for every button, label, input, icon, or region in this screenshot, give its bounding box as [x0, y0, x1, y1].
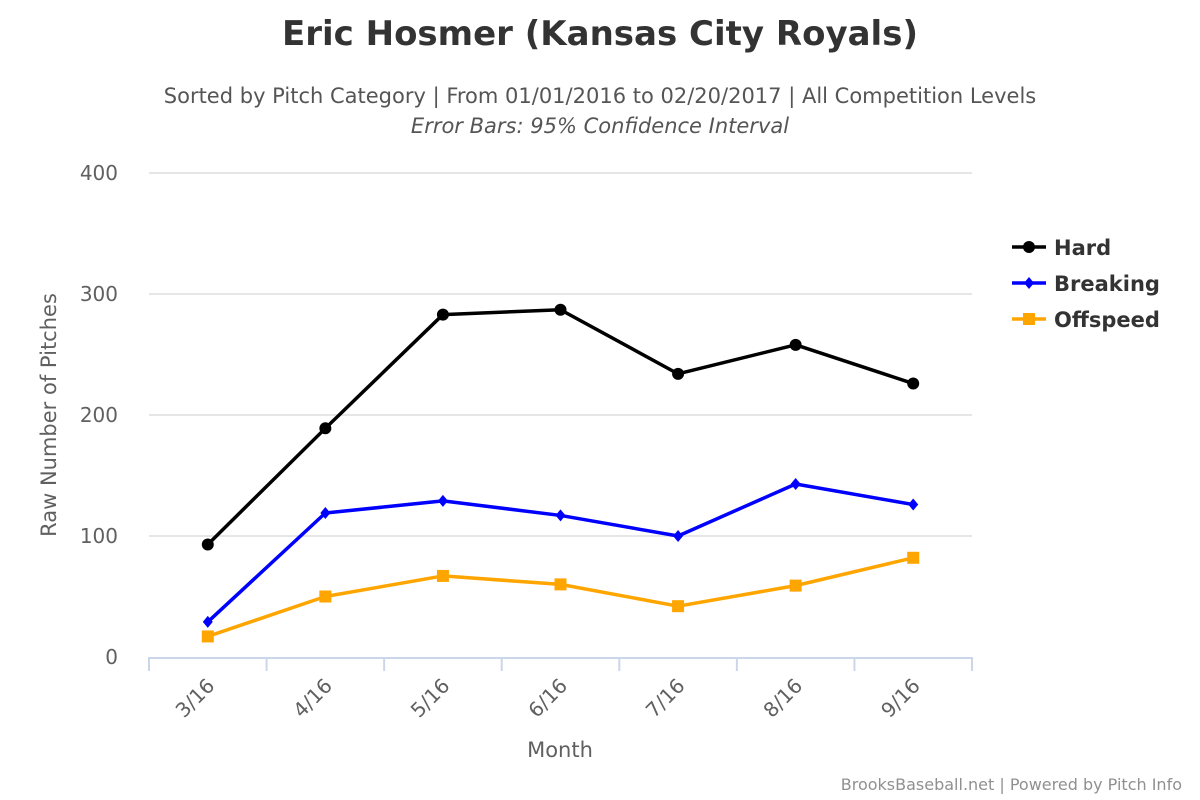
legend-marker-diamond-icon — [1024, 277, 1034, 289]
credits[interactable]: BrooksBaseball.net | Powered by Pitch In… — [840, 775, 1182, 794]
x-tick-label: 9/16 — [876, 674, 925, 723]
breaking-point — [437, 494, 448, 507]
legend-item-offspeed[interactable]: Offspeed — [1012, 308, 1160, 332]
grid-lines — [149, 172, 972, 537]
legend-item-breaking[interactable]: Breaking — [1012, 272, 1160, 296]
legend-label: Hard — [1054, 236, 1111, 260]
offspeed-point — [907, 551, 920, 564]
offspeed-point — [319, 590, 332, 603]
breaking-point — [555, 509, 566, 522]
x-tick-label: 7/16 — [641, 674, 690, 723]
y-tick-label: 200 — [80, 403, 118, 427]
x-tick-label: 6/16 — [523, 674, 572, 723]
x-tick-label: 8/16 — [758, 674, 807, 723]
breaking-point — [673, 530, 684, 542]
legend-marker-circle-icon — [1023, 241, 1035, 253]
breaking-point — [908, 498, 919, 511]
hard-point — [672, 367, 685, 380]
offspeed-point — [789, 579, 802, 592]
breaking-point — [320, 507, 331, 520]
y-axis-title: Raw Number of Pitches — [37, 293, 61, 537]
x-axis: 3/16 4/16 5/16 6/16 7/16 8/16 9/16 — [148, 657, 973, 723]
hard-point — [319, 422, 332, 435]
breaking-point — [790, 477, 801, 490]
y-axis-ticks: 0 100 200 300 400 — [80, 161, 118, 669]
series-offspeed — [201, 551, 920, 643]
series-hard — [201, 303, 920, 551]
legend-label: Offspeed — [1054, 308, 1160, 332]
y-tick-label: 0 — [105, 645, 118, 669]
hard-line — [206, 307, 914, 546]
x-tick-label: 5/16 — [406, 674, 455, 723]
offspeed-line — [207, 556, 914, 639]
breaking-point — [202, 615, 213, 628]
series-group — [201, 303, 920, 643]
offspeed-point — [436, 569, 449, 582]
chart-subtitle: Sorted by Pitch Category | From 01/01/20… — [163, 84, 1037, 108]
y-tick-label: 100 — [80, 524, 118, 548]
x-tick-label: 4/16 — [288, 674, 337, 723]
series-breaking — [202, 477, 919, 628]
legend-marker-square-icon — [1023, 313, 1035, 325]
y-tick-label: 300 — [80, 282, 118, 306]
legend: Hard Breaking Offspeed — [1012, 236, 1160, 332]
hard-point — [201, 538, 214, 551]
hard-point — [907, 377, 920, 390]
offspeed-point — [554, 578, 567, 591]
y-tick-label: 400 — [80, 161, 118, 185]
chart-title: Eric Hosmer (Kansas City Royals) — [281, 14, 918, 54]
hard-point — [436, 308, 449, 321]
chart-subtitle-error-bars: Error Bars: 95% Confidence Interval — [410, 114, 790, 138]
x-tick-label: 3/16 — [171, 674, 220, 723]
hard-point — [554, 303, 567, 316]
legend-label: Breaking — [1054, 272, 1160, 296]
x-axis-title: Month — [527, 738, 593, 762]
hard-point — [789, 338, 802, 351]
offspeed-point — [672, 600, 685, 613]
legend-item-hard[interactable]: Hard — [1012, 236, 1111, 260]
offspeed-point — [201, 630, 214, 643]
